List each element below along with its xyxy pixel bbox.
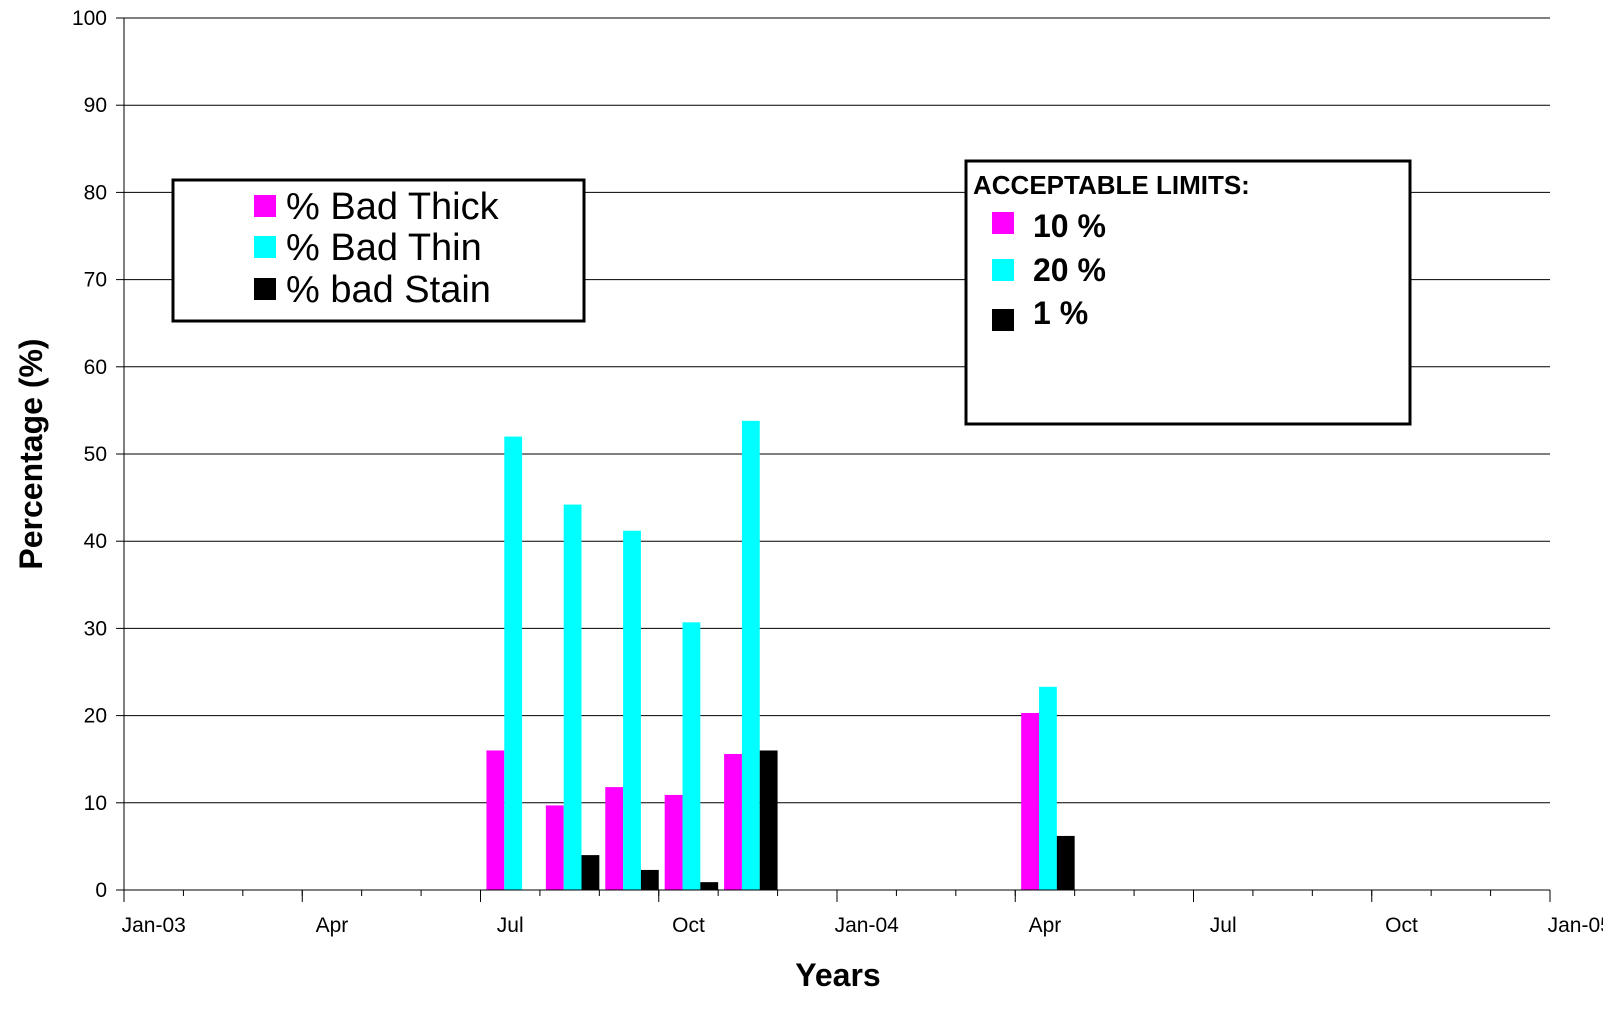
- y-tick-label: 20: [84, 705, 107, 728]
- limits-value-thin: 20 %: [1033, 252, 1106, 288]
- x-tick-label: Oct: [672, 914, 705, 937]
- limits-swatch-thick: [992, 212, 1014, 234]
- acceptable-limits-box: ACCEPTABLE LIMITS: 10 % 20 % 1 %: [964, 159, 1412, 426]
- bar: [640, 869, 659, 890]
- limits-swatch-thin: [992, 259, 1014, 281]
- bars: [486, 420, 1075, 890]
- x-axis-title: Years: [795, 957, 880, 993]
- limits-value-stain: 1 %: [1033, 295, 1088, 331]
- y-tick-label: 50: [84, 443, 107, 466]
- x-tick-label: Jan-05: [1548, 914, 1603, 937]
- x-tick-label: Jan-03: [122, 914, 186, 937]
- bar: [759, 750, 778, 890]
- limits-heading: ACCEPTABLE LIMITS:: [973, 170, 1250, 200]
- bar: [563, 504, 582, 890]
- y-tick-label: 90: [84, 94, 107, 117]
- legend: % Bad Thick % Bad Thin % bad Stain: [171, 178, 586, 323]
- bar: [664, 794, 683, 890]
- legend-swatch-thick: [254, 195, 276, 217]
- bar: [741, 420, 760, 890]
- legend-swatch-thin: [254, 236, 276, 258]
- y-tick-label: 60: [84, 356, 107, 379]
- y-axis-title: Percentage (%): [13, 338, 49, 569]
- bar: [605, 787, 624, 890]
- x-tick-label: Jan-04: [835, 914, 900, 937]
- y-tick-labels: 0 10 20 30 40 50 60 70 80 90 100: [72, 7, 107, 902]
- bar: [1056, 835, 1075, 890]
- bar: [486, 750, 505, 890]
- x-tick-labels: Jan-03 Apr Jul Oct Jan-04 Apr Jul Oct Jan-05: [122, 914, 1603, 937]
- limits-swatch-stain: [992, 309, 1014, 331]
- y-tick-label: 70: [84, 269, 107, 292]
- y-tick-label: 10: [84, 792, 107, 815]
- legend-swatch-stain: [254, 278, 276, 300]
- bar: [545, 805, 564, 890]
- bar: [504, 436, 523, 890]
- bar: [581, 855, 600, 890]
- legend-frame: [171, 178, 586, 323]
- bar: [1039, 686, 1057, 890]
- legend-label-thick: % Bad Thick: [286, 186, 500, 228]
- y-tick-label: 40: [84, 530, 107, 553]
- x-tick-label: Jul: [497, 914, 524, 937]
- x-tick-label: Apr: [316, 914, 349, 937]
- bar: [1021, 712, 1040, 890]
- x-tick-label: Jul: [1210, 914, 1237, 937]
- y-tick-label: 100: [72, 7, 107, 30]
- legend-label-thin: % Bad Thin: [286, 227, 482, 269]
- bar: [623, 530, 641, 890]
- axes: [116, 17, 1551, 902]
- y-tick-label: 30: [84, 617, 107, 640]
- y-tick-label: 0: [95, 879, 107, 902]
- bar: [724, 753, 742, 890]
- bar: [700, 882, 719, 890]
- y-tick-label: 80: [84, 181, 107, 204]
- legend-label-stain: % bad Stain: [286, 269, 491, 311]
- x-tick-label: Oct: [1385, 914, 1418, 937]
- x-tick-label: Apr: [1029, 914, 1062, 937]
- bar: [682, 622, 701, 890]
- limits-frame: [964, 159, 1412, 426]
- limits-value-thick: 10 %: [1033, 208, 1106, 244]
